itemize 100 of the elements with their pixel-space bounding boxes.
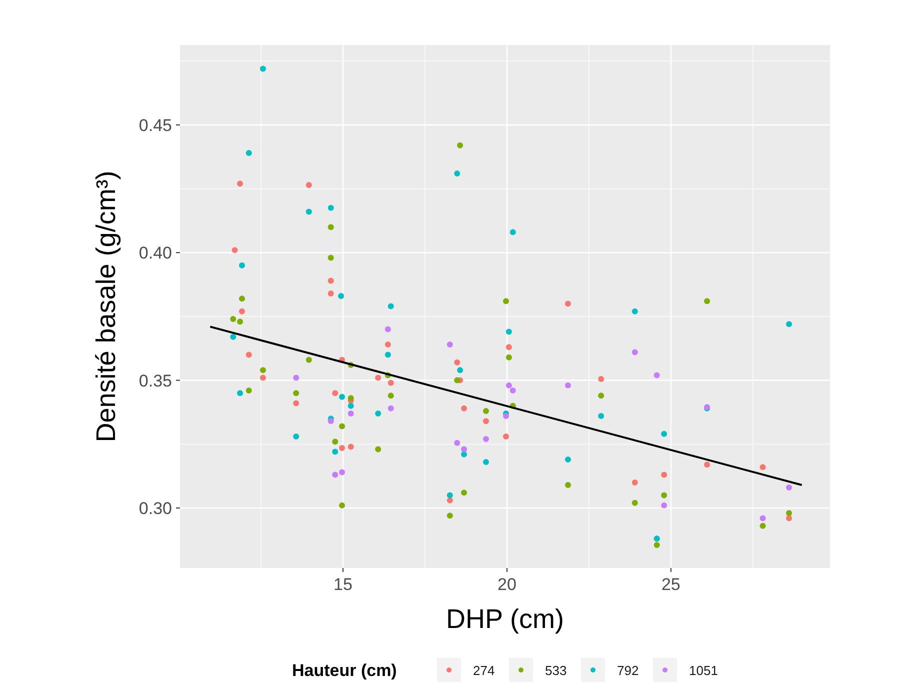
- point: [237, 390, 244, 396]
- point: [502, 298, 509, 304]
- point: [332, 390, 338, 396]
- point: [348, 402, 354, 409]
- point: [328, 278, 334, 284]
- point: [375, 446, 382, 452]
- legend-label: 274: [473, 663, 495, 678]
- point: [339, 444, 346, 451]
- point: [786, 515, 792, 522]
- point: [246, 388, 252, 394]
- legend-title: Hauteur (cm): [292, 661, 397, 680]
- point: [328, 290, 334, 296]
- y-tick-label: 0.30: [138, 498, 172, 518]
- point: [454, 359, 460, 366]
- point: [375, 410, 382, 416]
- point: [293, 374, 300, 381]
- point: [482, 459, 489, 466]
- point: [238, 296, 245, 302]
- point: [260, 66, 266, 72]
- x-tick-label: 20: [498, 575, 516, 594]
- point: [632, 479, 638, 486]
- point: [506, 344, 512, 350]
- point: [661, 472, 668, 478]
- point: [661, 492, 668, 498]
- point: [230, 316, 236, 322]
- point: [348, 395, 354, 402]
- point: [632, 500, 638, 506]
- point: [482, 436, 489, 442]
- point: [760, 464, 766, 470]
- point: [246, 150, 252, 156]
- point: [457, 142, 464, 148]
- point: [237, 318, 244, 325]
- point: [661, 502, 668, 508]
- point: [510, 229, 516, 236]
- point: [238, 308, 245, 314]
- point: [260, 374, 266, 381]
- point: [461, 446, 468, 452]
- point: [502, 413, 509, 420]
- point: [454, 170, 460, 176]
- point: [339, 502, 346, 508]
- point: [332, 448, 338, 455]
- point: [230, 334, 236, 340]
- y-tick-label: 0.35: [138, 371, 172, 390]
- point: [760, 522, 766, 529]
- point: [306, 208, 312, 215]
- point: [384, 352, 391, 358]
- point: [232, 247, 238, 254]
- point: [306, 182, 312, 188]
- point: [786, 321, 792, 328]
- y-tick-label: 0.40: [138, 244, 172, 263]
- point: [306, 356, 312, 363]
- point: [704, 462, 710, 468]
- point: [446, 512, 453, 519]
- point: [293, 390, 300, 396]
- point: [654, 372, 660, 378]
- point: [384, 342, 391, 348]
- point: [461, 490, 468, 496]
- point: [388, 380, 394, 386]
- x-tick-label: 15: [334, 575, 352, 594]
- point: [564, 382, 571, 388]
- point: [446, 492, 453, 498]
- point: [446, 497, 453, 504]
- point: [339, 469, 346, 476]
- point: [332, 438, 338, 445]
- point: [246, 352, 252, 358]
- point: [328, 204, 334, 211]
- point: [457, 367, 464, 374]
- point: [482, 408, 489, 414]
- legend-label: 1051: [689, 663, 718, 678]
- point: [260, 367, 266, 374]
- point: [238, 262, 245, 268]
- point: [237, 180, 244, 187]
- point: [375, 374, 382, 381]
- point: [564, 300, 571, 307]
- point: [661, 430, 668, 437]
- legend-label: 533: [545, 663, 567, 678]
- point: [461, 405, 468, 412]
- point: [339, 394, 346, 400]
- point: [348, 444, 354, 450]
- point: [338, 293, 344, 300]
- point: [564, 456, 571, 462]
- point: [786, 510, 792, 516]
- point: [704, 298, 710, 304]
- point: [510, 388, 516, 394]
- point: [506, 328, 512, 335]
- point: [598, 392, 604, 399]
- point: [388, 392, 394, 399]
- point: [506, 354, 512, 360]
- point: [384, 326, 391, 332]
- point: [632, 308, 638, 314]
- point: [293, 400, 300, 406]
- point: [388, 303, 394, 310]
- point: [598, 413, 604, 420]
- point: [339, 423, 346, 430]
- y-tick-label: 0.45: [138, 116, 172, 135]
- y-axis-title: Densité basale (g/cm³): [91, 170, 121, 442]
- point: [332, 472, 338, 478]
- point: [328, 254, 334, 261]
- x-tick-label: 25: [661, 575, 680, 594]
- legend-label: 792: [617, 663, 639, 678]
